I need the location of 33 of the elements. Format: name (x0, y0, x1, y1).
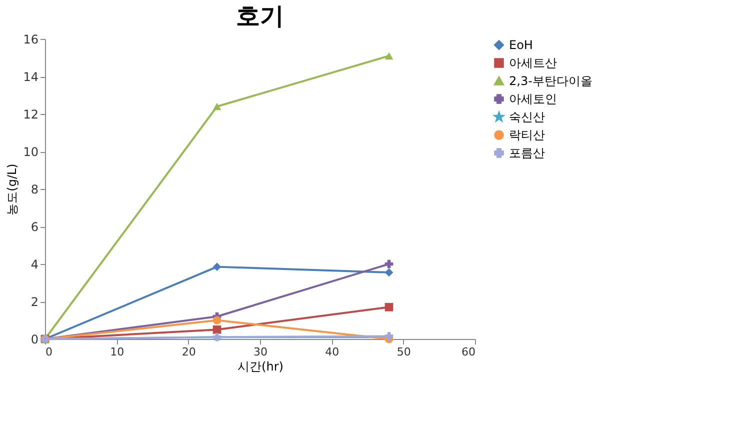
y-tick-label: 12 (23, 108, 38, 122)
point (212, 262, 222, 271)
legend-label: 2,3-부탄다이올 (509, 74, 592, 88)
x-tick-label: 60 (462, 346, 476, 358)
point (212, 325, 222, 334)
y-tick-label: 16 (23, 32, 38, 46)
x-tick-label: 10 (110, 346, 124, 358)
chart-title: 호기 (236, 2, 284, 30)
legend-label: 포름산 (509, 146, 545, 160)
legend-label: 아세토인 (509, 92, 557, 106)
x-tick-label: 50 (396, 346, 411, 358)
y-tick-label: 2 (30, 295, 38, 309)
x-tick-label: 20 (182, 346, 196, 358)
point (384, 302, 394, 312)
y-tick-label: 10 (23, 145, 38, 159)
point (212, 102, 222, 110)
point (384, 52, 394, 60)
y-tick-label: 14 (23, 70, 38, 84)
point (212, 316, 222, 324)
legend-label: 아세트산 (509, 56, 557, 70)
x-tick-label: 40 (325, 346, 340, 358)
y-tick-label: 0 (30, 332, 38, 346)
legend-label: 락티산 (509, 128, 545, 142)
y-tick-label: 8 (30, 182, 38, 196)
x-tick-label: 0 (46, 346, 52, 358)
legend-label: EoH (509, 38, 533, 52)
point (384, 268, 394, 277)
y-tick-label: 4 (30, 258, 38, 272)
y-tick-label: 6 (30, 220, 38, 234)
x-tick-label: 30 (254, 346, 268, 358)
x-axis-title: 시간(hr) (238, 360, 284, 374)
y-axis-title: 농도(g/L) (5, 164, 20, 216)
legend-label: 숙신산 (509, 110, 545, 124)
